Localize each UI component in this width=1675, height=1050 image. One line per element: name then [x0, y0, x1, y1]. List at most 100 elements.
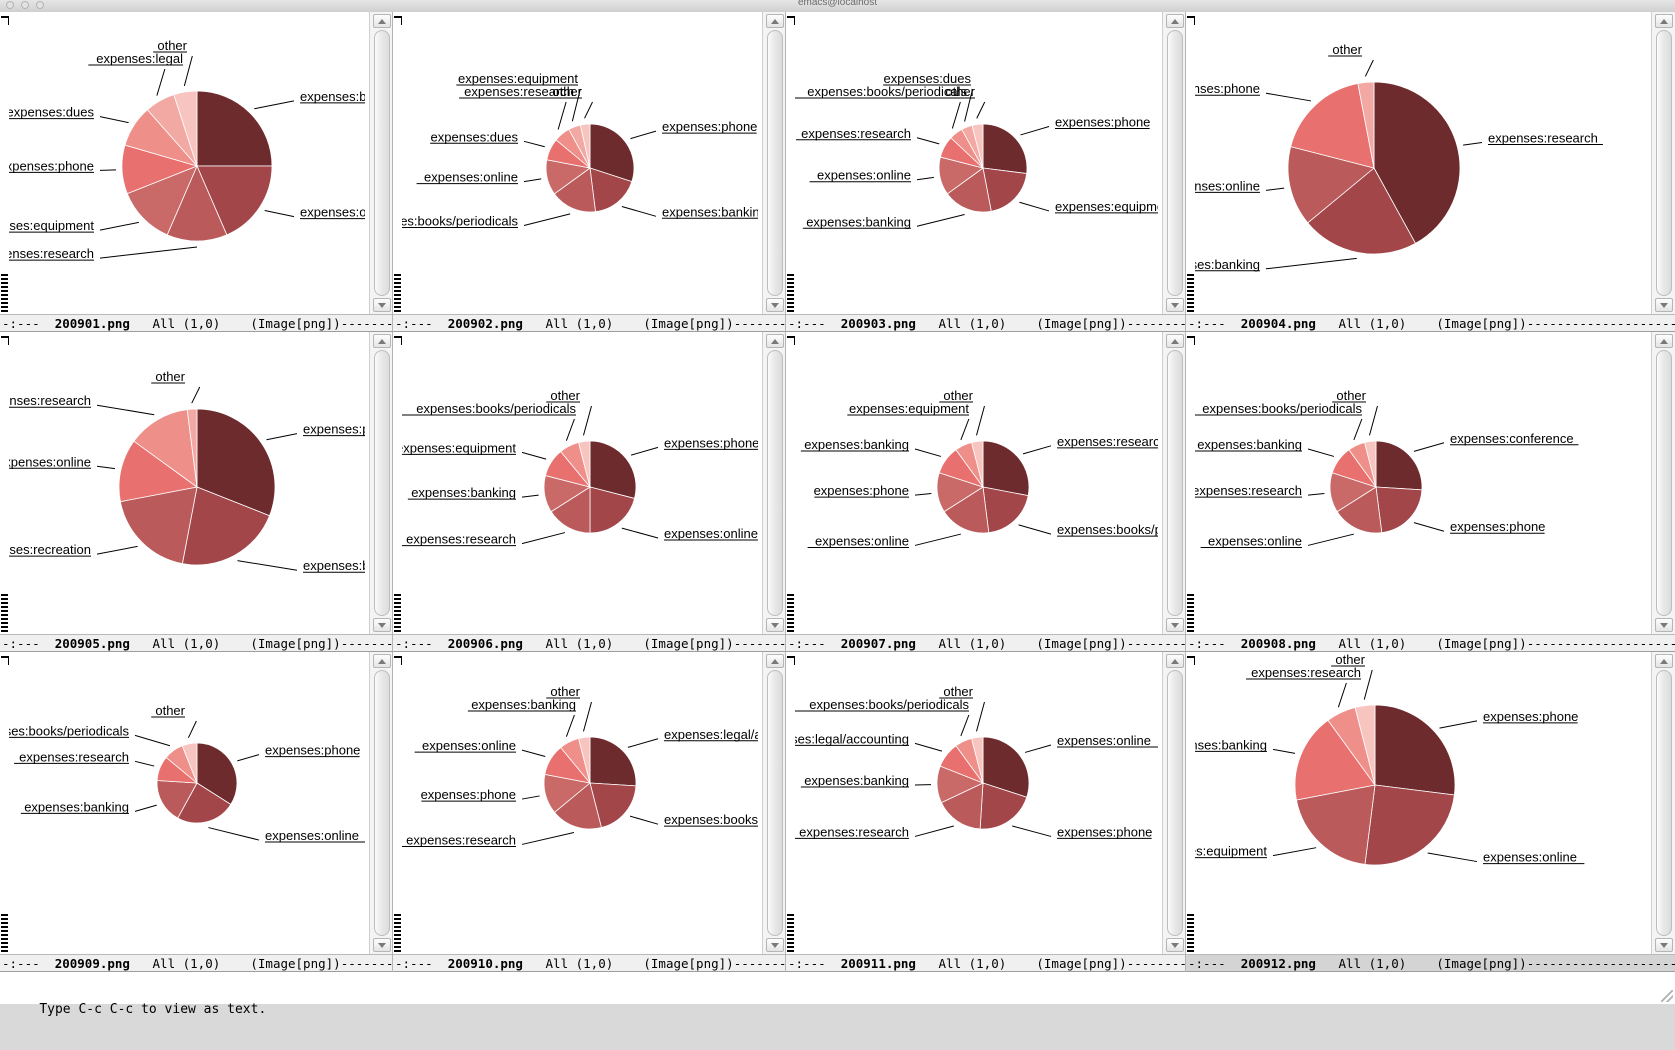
image-canvas[interactable]: expenses:phone expenses:banking expenses:r…: [9, 332, 365, 634]
image-canvas[interactable]: expenses:legal/accounting expenses:books/…: [402, 652, 758, 954]
image-canvas[interactable]: expenses:conference expenses:phone expense…: [1195, 332, 1647, 634]
scrollbar-thumb[interactable]: [374, 350, 390, 616]
scrollbar-thumb[interactable]: [1167, 30, 1183, 296]
modeline-buffer-name[interactable]: 200905.png: [54, 636, 130, 651]
emacs-window-200911[interactable]: expenses:online expenses:phone expenses:re…: [786, 652, 1186, 972]
scrollbar-thumb[interactable]: [767, 30, 783, 296]
mode-line[interactable]: -:--- 200901.png All (1,0) (Image[png])-…: [0, 314, 393, 332]
mode-line[interactable]: -:--- 200907.png All (1,0) (Image[png])-…: [786, 634, 1186, 652]
modeline-buffer-name[interactable]: 200909.png: [54, 956, 130, 971]
window-divider[interactable]: [1185, 332, 1186, 652]
mode-line[interactable]: -:--- 200903.png All (1,0) (Image[png])-…: [786, 314, 1186, 332]
mode-line[interactable]: -:--- 200911.png All (1,0) (Image[png])-…: [786, 954, 1186, 972]
image-canvas[interactable]: expenses:phone expenses:online expenses:ba…: [9, 652, 365, 954]
image-canvas[interactable]: expenses:phone expenses:banking expenses:b…: [402, 12, 758, 314]
emacs-window-200902[interactable]: expenses:phone expenses:banking expenses:b…: [393, 12, 786, 332]
emacs-window-200909[interactable]: expenses:phone expenses:online expenses:ba…: [0, 652, 393, 972]
emacs-window-200908[interactable]: expenses:conference expenses:phone expense…: [1186, 332, 1675, 652]
minimize-icon[interactable]: [21, 1, 29, 9]
scroll-down-icon[interactable]: [1655, 298, 1673, 312]
mode-line[interactable]: -:--- 200905.png All (1,0) (Image[png])-…: [0, 634, 393, 652]
scroll-down-icon[interactable]: [1166, 618, 1184, 632]
modeline-buffer-name[interactable]: 200912.png: [1240, 956, 1316, 971]
scrollbar-thumb[interactable]: [1656, 670, 1672, 936]
image-canvas[interactable]: expenses:phone expenses:equipment expenses…: [795, 12, 1158, 314]
scrollbar-thumb[interactable]: [374, 670, 390, 936]
scrollbar-thumb[interactable]: [1656, 350, 1672, 616]
scroll-down-icon[interactable]: [766, 618, 784, 632]
emacs-window-200907[interactable]: expenses:research expenses:books/periodic…: [786, 332, 1186, 652]
modeline-buffer-name[interactable]: 200910.png: [447, 956, 523, 971]
image-canvas[interactable]: expenses:research expenses:banking expense…: [1195, 12, 1647, 314]
scroll-up-icon[interactable]: [1655, 334, 1673, 348]
scroll-down-icon[interactable]: [1166, 298, 1184, 312]
zoom-icon[interactable]: [36, 1, 44, 9]
resize-grip[interactable]: [1661, 990, 1673, 1002]
image-canvas[interactable]: expenses:online expenses:phone expenses:re…: [795, 652, 1158, 954]
mode-line[interactable]: -:--- 200908.png All (1,0) (Image[png])-…: [1186, 634, 1675, 652]
image-canvas[interactable]: expenses:banking expenses:online expenses:…: [9, 12, 365, 314]
scroll-down-icon[interactable]: [1655, 938, 1673, 952]
window-divider[interactable]: [1185, 652, 1186, 972]
window-divider[interactable]: [392, 652, 393, 972]
scroll-up-icon[interactable]: [373, 654, 391, 668]
emacs-window-200912[interactable]: expenses:phone expenses:online expenses:eq…: [1186, 652, 1675, 972]
vertical-scrollbar[interactable]: [1651, 652, 1675, 954]
scroll-up-icon[interactable]: [766, 334, 784, 348]
window-divider[interactable]: [785, 652, 786, 972]
mode-line[interactable]: -:--- 200902.png All (1,0) (Image[png])-…: [393, 314, 786, 332]
vertical-scrollbar[interactable]: [1651, 332, 1675, 634]
vertical-scrollbar[interactable]: [1651, 12, 1675, 314]
modeline-buffer-name[interactable]: 200901.png: [54, 316, 130, 331]
emacs-window-200901[interactable]: expenses:banking expenses:online expenses:…: [0, 12, 393, 332]
emacs-window-200906[interactable]: expenses:phone expenses:online expenses:re…: [393, 332, 786, 652]
modeline-buffer-name[interactable]: 200907.png: [840, 636, 916, 651]
scrollbar-thumb[interactable]: [767, 670, 783, 936]
scroll-down-icon[interactable]: [1166, 938, 1184, 952]
emacs-window-200904[interactable]: expenses:research expenses:banking expense…: [1186, 12, 1675, 332]
mode-line[interactable]: -:--- 200912.png All (1,0) (Image[png])-…: [1186, 954, 1675, 972]
modeline-buffer-name[interactable]: 200908.png: [1240, 636, 1316, 651]
scroll-up-icon[interactable]: [1655, 14, 1673, 28]
scroll-up-icon[interactable]: [373, 334, 391, 348]
scroll-up-icon[interactable]: [373, 14, 391, 28]
scroll-up-icon[interactable]: [1166, 334, 1184, 348]
window-divider[interactable]: [785, 332, 786, 652]
emacs-window-200905[interactable]: expenses:phone expenses:banking expenses:r…: [0, 332, 393, 652]
scroll-down-icon[interactable]: [373, 938, 391, 952]
vertical-scrollbar[interactable]: [369, 12, 393, 314]
vertical-scrollbar[interactable]: [1162, 332, 1186, 634]
image-canvas[interactable]: expenses:phone expenses:online expenses:re…: [402, 332, 758, 634]
vertical-scrollbar[interactable]: [762, 652, 786, 954]
modeline-buffer-name[interactable]: 200911.png: [840, 956, 916, 971]
window-divider[interactable]: [392, 332, 393, 652]
scrollbar-thumb[interactable]: [767, 350, 783, 616]
scroll-down-icon[interactable]: [766, 938, 784, 952]
emacs-window-200903[interactable]: expenses:phone expenses:equipment expenses…: [786, 12, 1186, 332]
vertical-scrollbar[interactable]: [369, 652, 393, 954]
scroll-down-icon[interactable]: [373, 298, 391, 312]
mode-line[interactable]: -:--- 200904.png All (1,0) (Image[png])-…: [1186, 314, 1675, 332]
scroll-down-icon[interactable]: [766, 298, 784, 312]
modeline-buffer-name[interactable]: 200906.png: [447, 636, 523, 651]
mode-line[interactable]: -:--- 200906.png All (1,0) (Image[png])-…: [393, 634, 786, 652]
vertical-scrollbar[interactable]: [369, 332, 393, 634]
image-canvas[interactable]: expenses:research expenses:books/periodic…: [795, 332, 1158, 634]
window-divider[interactable]: [392, 12, 393, 332]
image-canvas[interactable]: expenses:phone expenses:online expenses:eq…: [1195, 652, 1647, 954]
window-controls[interactable]: [6, 1, 44, 9]
scrollbar-thumb[interactable]: [374, 30, 390, 296]
vertical-scrollbar[interactable]: [1162, 652, 1186, 954]
scroll-up-icon[interactable]: [1166, 14, 1184, 28]
scrollbar-thumb[interactable]: [1656, 30, 1672, 296]
vertical-scrollbar[interactable]: [762, 332, 786, 634]
scroll-up-icon[interactable]: [766, 654, 784, 668]
scroll-up-icon[interactable]: [766, 14, 784, 28]
window-divider[interactable]: [785, 12, 786, 332]
scrollbar-thumb[interactable]: [1167, 350, 1183, 616]
scroll-down-icon[interactable]: [1655, 618, 1673, 632]
emacs-window-200910[interactable]: expenses:legal/accounting expenses:books/…: [393, 652, 786, 972]
close-icon[interactable]: [6, 1, 14, 9]
window-divider[interactable]: [1185, 12, 1186, 332]
scroll-down-icon[interactable]: [373, 618, 391, 632]
